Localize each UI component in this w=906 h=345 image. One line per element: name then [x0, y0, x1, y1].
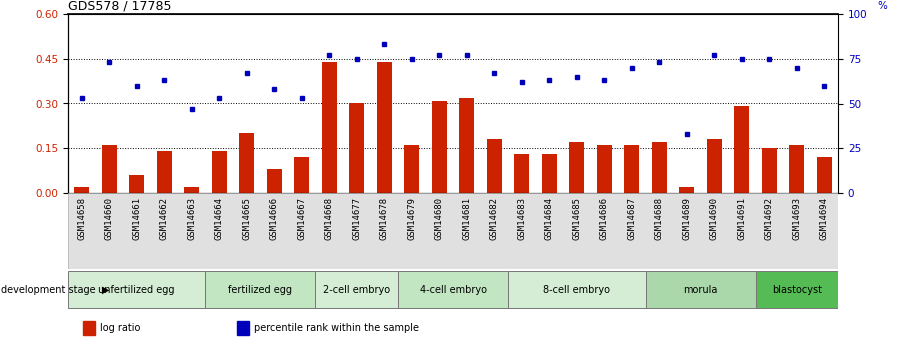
- Text: %: %: [877, 1, 887, 11]
- Bar: [74, 187, 90, 193]
- Text: development stage  ▶: development stage ▶: [1, 285, 110, 295]
- Text: GSM14665: GSM14665: [242, 197, 251, 240]
- Text: GSM14688: GSM14688: [655, 197, 664, 240]
- Bar: [645, 271, 756, 308]
- Text: log ratio: log ratio: [101, 323, 140, 333]
- Text: GSM14690: GSM14690: [709, 197, 718, 240]
- Bar: [707, 139, 722, 193]
- Text: GSM14678: GSM14678: [380, 197, 389, 240]
- Bar: [734, 107, 749, 193]
- Text: fertilized egg: fertilized egg: [228, 285, 293, 295]
- Bar: [68, 271, 206, 308]
- Text: GSM14679: GSM14679: [407, 197, 416, 240]
- Text: 4-cell embryo: 4-cell embryo: [419, 285, 487, 295]
- Text: GSM14661: GSM14661: [132, 197, 141, 240]
- Text: GSM14658: GSM14658: [77, 197, 86, 240]
- Text: GSM14677: GSM14677: [352, 197, 361, 240]
- Text: GSM14662: GSM14662: [159, 197, 169, 240]
- Text: GSM14686: GSM14686: [600, 197, 609, 240]
- Bar: [789, 145, 805, 193]
- Bar: [816, 157, 832, 193]
- Bar: [83, 321, 95, 335]
- Text: GSM14693: GSM14693: [792, 197, 801, 240]
- Text: GSM14685: GSM14685: [573, 197, 582, 240]
- Bar: [515, 154, 529, 193]
- Text: GSM14663: GSM14663: [188, 197, 197, 240]
- Bar: [101, 145, 117, 193]
- Bar: [315, 271, 398, 308]
- Bar: [349, 104, 364, 193]
- Text: GSM14682: GSM14682: [490, 197, 499, 240]
- Text: GSM14681: GSM14681: [462, 197, 471, 240]
- Bar: [597, 145, 612, 193]
- Bar: [157, 151, 172, 193]
- Text: 8-cell embryo: 8-cell embryo: [544, 285, 611, 295]
- Bar: [651, 142, 667, 193]
- Text: GSM14668: GSM14668: [324, 197, 333, 240]
- Bar: [68, 193, 838, 269]
- Bar: [569, 142, 584, 193]
- Bar: [487, 139, 502, 193]
- Text: percentile rank within the sample: percentile rank within the sample: [255, 323, 419, 333]
- Bar: [756, 271, 838, 308]
- Text: GSM14683: GSM14683: [517, 197, 526, 240]
- Text: blastocyst: blastocyst: [772, 285, 822, 295]
- Text: GSM14691: GSM14691: [737, 197, 747, 240]
- Bar: [404, 145, 419, 193]
- Text: GSM14684: GSM14684: [545, 197, 554, 240]
- Bar: [130, 175, 144, 193]
- Text: 2-cell embryo: 2-cell embryo: [323, 285, 390, 295]
- Bar: [212, 151, 226, 193]
- Text: GSM14664: GSM14664: [215, 197, 224, 240]
- Bar: [294, 157, 309, 193]
- Text: GSM14660: GSM14660: [105, 197, 114, 240]
- Bar: [322, 62, 337, 193]
- Text: GSM14666: GSM14666: [270, 197, 279, 240]
- Bar: [624, 145, 640, 193]
- Bar: [237, 321, 249, 335]
- Bar: [762, 148, 776, 193]
- Text: GSM14667: GSM14667: [297, 197, 306, 240]
- Bar: [184, 187, 199, 193]
- Text: GSM14694: GSM14694: [820, 197, 829, 240]
- Text: GSM14680: GSM14680: [435, 197, 444, 240]
- Bar: [680, 187, 694, 193]
- Bar: [431, 100, 447, 193]
- Bar: [377, 62, 391, 193]
- Text: GSM14689: GSM14689: [682, 197, 691, 240]
- Text: GSM14687: GSM14687: [627, 197, 636, 240]
- Bar: [459, 98, 475, 193]
- Bar: [206, 271, 315, 308]
- Bar: [266, 169, 282, 193]
- Text: GSM14692: GSM14692: [765, 197, 774, 240]
- Text: morula: morula: [683, 285, 718, 295]
- Bar: [398, 271, 508, 308]
- Bar: [542, 154, 557, 193]
- Bar: [508, 271, 645, 308]
- Text: GDS578 / 17785: GDS578 / 17785: [68, 0, 171, 13]
- Text: unfertilized egg: unfertilized egg: [99, 285, 175, 295]
- Bar: [239, 134, 255, 193]
